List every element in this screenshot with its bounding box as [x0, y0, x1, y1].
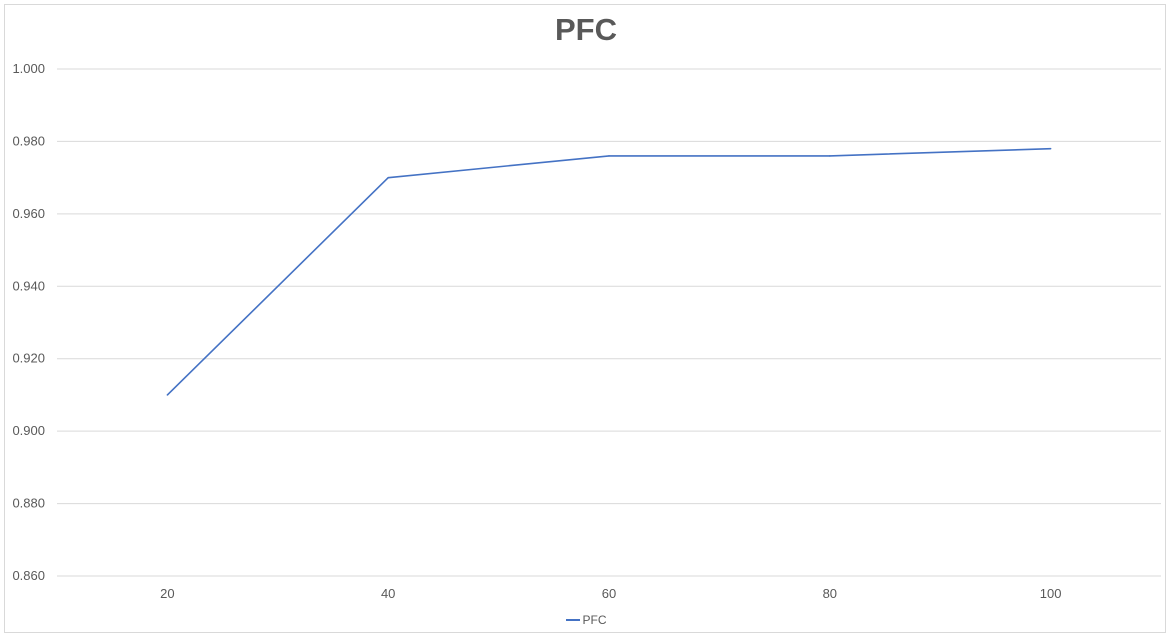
y-tick-label: 0.860 — [12, 568, 45, 583]
x-tick-label: 100 — [1040, 586, 1062, 601]
series-line — [166, 147, 1051, 396]
x-axis-ticks: 20 40 60 80 100 — [160, 586, 1061, 601]
legend-label: PFC — [582, 613, 607, 627]
x-tick-label: 20 — [160, 586, 174, 601]
data-point — [1049, 147, 1052, 150]
x-tick-label: 40 — [381, 586, 395, 601]
y-tick-label: 0.960 — [12, 206, 45, 221]
y-tick-label: 0.920 — [12, 351, 45, 366]
y-tick-label: 0.900 — [12, 423, 45, 438]
legend: PFC — [0, 610, 1172, 627]
y-axis-ticks: 0.860 0.880 0.900 0.920 0.940 0.960 0.980 1.000 — [12, 61, 45, 583]
y-tick-label: 0.980 — [12, 133, 45, 148]
x-tick-label: 80 — [823, 586, 837, 601]
data-point — [387, 176, 390, 179]
data-point — [829, 155, 831, 157]
gridlines — [57, 68, 1161, 577]
y-tick-label: 0.880 — [12, 496, 45, 511]
data-point — [608, 155, 610, 157]
chart-title: PFC — [555, 12, 617, 47]
y-tick-label: 1.000 — [12, 61, 45, 76]
y-tick-label: 0.940 — [12, 278, 45, 293]
data-point — [166, 394, 169, 396]
chart-frame — [4, 4, 1166, 633]
x-tick-label: 60 — [602, 586, 616, 601]
legend-item: PFC — [565, 613, 607, 627]
series-layer — [166, 147, 1052, 396]
legend-swatch — [565, 619, 580, 621]
